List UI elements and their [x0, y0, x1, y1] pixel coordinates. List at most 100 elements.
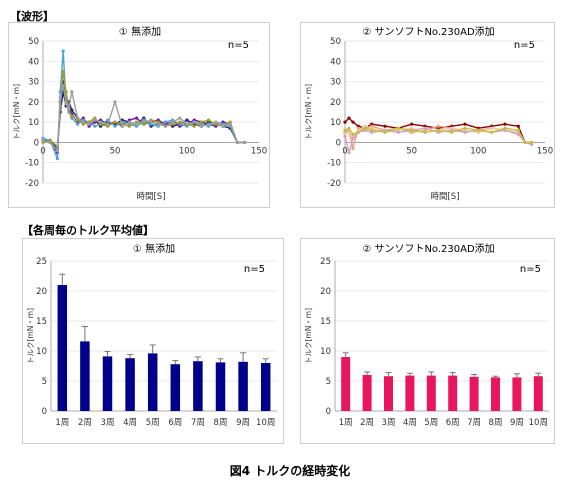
bar [238, 361, 248, 411]
y-tick-label: -20 [25, 179, 39, 189]
data-point [127, 124, 131, 128]
category-label: 2周 [360, 418, 374, 428]
x-tick-label: 150 [537, 146, 553, 156]
y-tick-label: 5 [42, 377, 47, 387]
y-axis-label: トルク[mN・m] [12, 84, 21, 140]
data-point [142, 122, 146, 126]
data-point [199, 124, 203, 128]
y-tick-label: 25 [36, 257, 47, 267]
category-label: 9周 [510, 418, 524, 428]
data-point [64, 102, 68, 106]
x-tick-label: 50 [406, 146, 417, 156]
data-point [61, 69, 65, 74]
data-point [149, 120, 153, 124]
x-tick-label: 150 [251, 146, 267, 156]
bar [469, 376, 479, 411]
bar [125, 358, 135, 411]
data-point [120, 124, 124, 128]
chart-title: ② サンソフトNo.230AD添加 [362, 242, 494, 255]
data-point [383, 124, 387, 128]
y-tick-label: 0 [42, 407, 47, 417]
chart-title: ① 無添加 [119, 25, 161, 38]
data-point [178, 116, 182, 120]
category-label: 7周 [467, 418, 481, 428]
bar [215, 362, 226, 411]
sample-size-label: n=5 [520, 264, 541, 275]
data-point [113, 120, 117, 124]
bar [57, 285, 68, 411]
bar [170, 364, 181, 411]
y-tick-label: 10 [28, 118, 39, 128]
data-point [67, 106, 71, 110]
y-tick-label: 10 [320, 347, 331, 357]
data-point [343, 120, 347, 124]
data-point [423, 126, 427, 130]
category-label: 5周 [146, 418, 160, 428]
y-tick-label: 30 [330, 78, 341, 88]
bar [341, 357, 351, 411]
data-point [135, 116, 139, 120]
figure-caption: 図4 トルクの経時変化 [229, 464, 351, 478]
data-point [192, 120, 196, 124]
chart-svg-wave-sansoft: ② サンソフトNo.230AD添加n=5-20-1001020304050トルク… [304, 25, 553, 202]
bar [448, 375, 458, 411]
data-point [75, 116, 80, 120]
sample-size-label: n=5 [228, 40, 249, 51]
x-tick-label: 0 [40, 146, 45, 156]
chart-svg-avg-sansoft: ② サンソフトNo.230AD添加 n=5 0 5 10 15 20 25 トルク[mN・m] 1… [304, 242, 549, 428]
bar [260, 363, 271, 411]
data-point [356, 130, 360, 134]
y-tick-label: 10 [330, 118, 341, 128]
data-point [396, 130, 400, 134]
bar [533, 376, 543, 411]
data-point [163, 124, 167, 128]
data-point [463, 126, 467, 130]
data-point [70, 90, 74, 94]
chart-svg-avg-no-additive: ① 無添加 n=5 0 5 10 15 20 25 トルク[mN・m] 1周 2周 3周 4周 5周 6周 7… [26, 242, 277, 428]
chart-panel-avg-no-additive: ① 無添加 n=5 0 5 10 15 20 25 トルク[mN・m] 1周 2周 3周 4周 5周 6周 7… [22, 238, 284, 444]
data-point [383, 130, 387, 134]
data-point [207, 118, 211, 122]
data-point [516, 124, 520, 128]
data-point [185, 122, 189, 126]
chart-panel-wave-sansoft: ② サンソフトNo.230AD添加 n=5 -20 -10 0 10 20 30 40 50 トルク… [300, 22, 555, 208]
y-tick-label: 0 [326, 407, 331, 417]
data-point [363, 126, 367, 130]
data-point [192, 124, 196, 128]
y-tick-label: 15 [36, 317, 47, 327]
data-point [142, 118, 146, 122]
x-tick-label: 100 [179, 146, 195, 156]
chart-panel-avg-sansoft: ② サンソフトNo.230AD添加 n=5 0 5 10 15 20 25 トルク[mN・m] 1… [300, 238, 555, 444]
data-point [55, 148, 60, 153]
data-point [490, 126, 494, 130]
y-tick-label: -10 [25, 159, 39, 169]
data-point [516, 132, 520, 136]
data-point [99, 120, 103, 124]
bar [80, 341, 90, 411]
data-point [135, 122, 139, 126]
data-point [228, 122, 232, 126]
x-tick-label: 0 [342, 146, 347, 156]
data-point [64, 90, 68, 94]
category-label: 1周 [55, 418, 69, 428]
data-point [243, 140, 247, 145]
data-point [58, 96, 62, 100]
data-point [370, 128, 374, 132]
data-point [93, 118, 97, 122]
data-point [61, 84, 65, 88]
data-point [436, 124, 440, 128]
data-point [41, 138, 45, 142]
y-tick-label: -10 [327, 159, 341, 169]
data-point [530, 140, 534, 145]
y-tick-label: 50 [28, 37, 39, 47]
data-point [347, 116, 351, 120]
data-point [343, 134, 347, 138]
category-label: 5周 [424, 418, 438, 428]
data-point [185, 118, 189, 122]
x-tick-label: 100 [470, 146, 486, 156]
data-point [113, 124, 117, 128]
y-tick-label: 0 [336, 138, 341, 148]
data-point [156, 122, 160, 126]
data-point [410, 122, 414, 126]
